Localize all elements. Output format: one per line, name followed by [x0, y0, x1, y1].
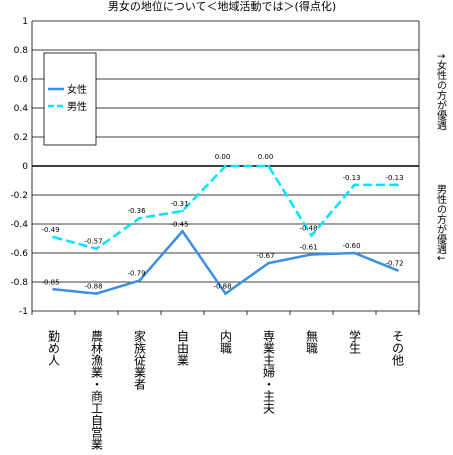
data-point: [138, 216, 141, 220]
data-label: -0.57: [84, 238, 102, 246]
data-point: [267, 261, 270, 265]
y-tick-label: 0.6: [14, 75, 29, 85]
data-label: -0.36: [127, 207, 146, 215]
data-label: -0.88: [84, 283, 102, 291]
data-label: -0.67: [256, 252, 274, 260]
annotation-lower: 男性の方が優遇↓: [435, 184, 447, 263]
x-category-label: 専業主婦・主夫: [262, 330, 276, 415]
data-point: [52, 235, 55, 239]
data-point: [310, 234, 313, 237]
data-label: -0.79: [127, 270, 145, 278]
data-label: -0.61: [299, 243, 317, 251]
x-category-label: 家族従業者: [133, 329, 147, 391]
data-point: [267, 164, 270, 168]
legend-label-1: 女性: [67, 83, 87, 96]
data-label: -0.85: [41, 278, 59, 286]
y-tick-label: 0.2: [14, 133, 28, 143]
data-label: -0.31: [170, 200, 188, 208]
legend-label-2: 男性: [67, 100, 87, 113]
data-point: [181, 229, 184, 233]
data-label: -0.48: [299, 225, 317, 233]
x-axis-categories: 勤め人 農林漁業・商工自営業 家族従業者 自由業 内職 専業主婦・主夫 無職 学生 その他: [47, 329, 405, 450]
y-tick-label: 0.4: [14, 104, 29, 114]
data-point: [396, 269, 399, 272]
x-category-label: 無職: [305, 329, 319, 355]
data-label: -0.13: [342, 174, 360, 182]
data-point: [310, 253, 313, 256]
data-point: [138, 279, 141, 282]
y-tick-label: -0.2: [10, 191, 28, 201]
y-tick-label: 0: [22, 162, 28, 172]
data-label: -0.60: [342, 242, 360, 250]
data-point: [396, 183, 399, 187]
y-axis-ticks: 1 0.8 0.6 0.4 0.2 0 -0.2 -0.4 -0.6 -0.8 -1: [10, 17, 28, 317]
data-point: [353, 251, 356, 255]
annotation-upper: ↑女性の方が優遇: [435, 52, 447, 131]
data-labels: -0.85 -0.88 -0.79 -0.45 -0.88 -0.67 -0.61 -0.60…: [41, 153, 403, 291]
x-category-label: 農林漁業・商工自営業: [90, 330, 104, 450]
data-label: -0.49: [41, 226, 59, 234]
data-point: [95, 292, 98, 295]
data-label: -0.72: [385, 259, 403, 267]
data-point: [52, 287, 55, 291]
data-label: -0.88: [213, 283, 231, 291]
data-label: 0.00: [258, 153, 274, 161]
data-label: -0.13: [385, 174, 403, 182]
data-point: [181, 209, 184, 213]
series-layer: [52, 164, 399, 295]
chart-title: 男女の地位について＜地域活動では＞(得点化): [108, 0, 336, 13]
y-tick-label: 1: [22, 17, 28, 27]
x-category-label: 学生: [348, 329, 362, 354]
data-point: [224, 164, 227, 168]
y-tick-label: -1: [19, 307, 28, 317]
data-point: [95, 247, 98, 250]
data-point: [353, 183, 356, 187]
y-tick-label: -0.8: [10, 278, 28, 288]
y-tick-label: 0.8: [14, 46, 29, 56]
x-category-label: 自由業: [176, 330, 190, 366]
y-tick-label: -0.6: [10, 249, 28, 259]
x-category-label: その他: [391, 330, 405, 366]
x-category-label: 勤め人: [47, 330, 61, 366]
x-category-label: 内職: [219, 330, 233, 355]
data-label: 0.00: [215, 153, 231, 161]
data-label: -0.45: [170, 220, 188, 228]
data-point: [224, 292, 227, 295]
legend-box: [43, 52, 97, 146]
y-tick-label: -0.4: [10, 220, 28, 230]
